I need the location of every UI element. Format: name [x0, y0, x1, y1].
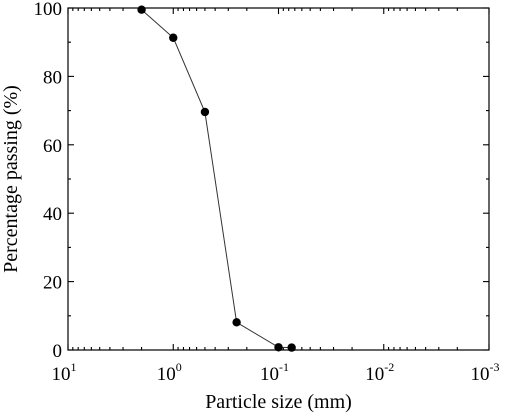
y-tick-label: 40	[43, 204, 62, 225]
x-axis-title: Particle size (mm)	[205, 391, 352, 413]
x-tick-label: 10-3	[471, 360, 500, 385]
x-tick-label: 10-2	[365, 360, 394, 385]
data-series	[137, 5, 296, 352]
y-axis-title: Percentage passing (%)	[0, 85, 22, 273]
data-point	[232, 318, 241, 327]
x-axis: 101 100 10-1 10-2 10-3	[52, 8, 500, 385]
x-tick-label: 10-1	[260, 360, 289, 385]
data-point	[137, 5, 146, 14]
y-tick-label: 20	[43, 273, 62, 294]
y-tick-label: 80	[43, 67, 62, 88]
data-point	[274, 343, 283, 352]
data-point	[169, 33, 178, 42]
y-axis: 0 20 40 60 80 100	[34, 0, 489, 362]
plot-frame	[67, 7, 490, 351]
data-point	[200, 107, 210, 117]
y-tick-label: 0	[53, 341, 63, 362]
series-line	[141, 9, 292, 349]
x-tick-label: 101	[52, 360, 77, 385]
plot-border	[67, 7, 490, 351]
data-point	[287, 343, 296, 352]
y-tick-label: 60	[43, 136, 62, 157]
x-tick-label: 100	[157, 360, 182, 385]
y-tick-label: 100	[34, 0, 63, 20]
